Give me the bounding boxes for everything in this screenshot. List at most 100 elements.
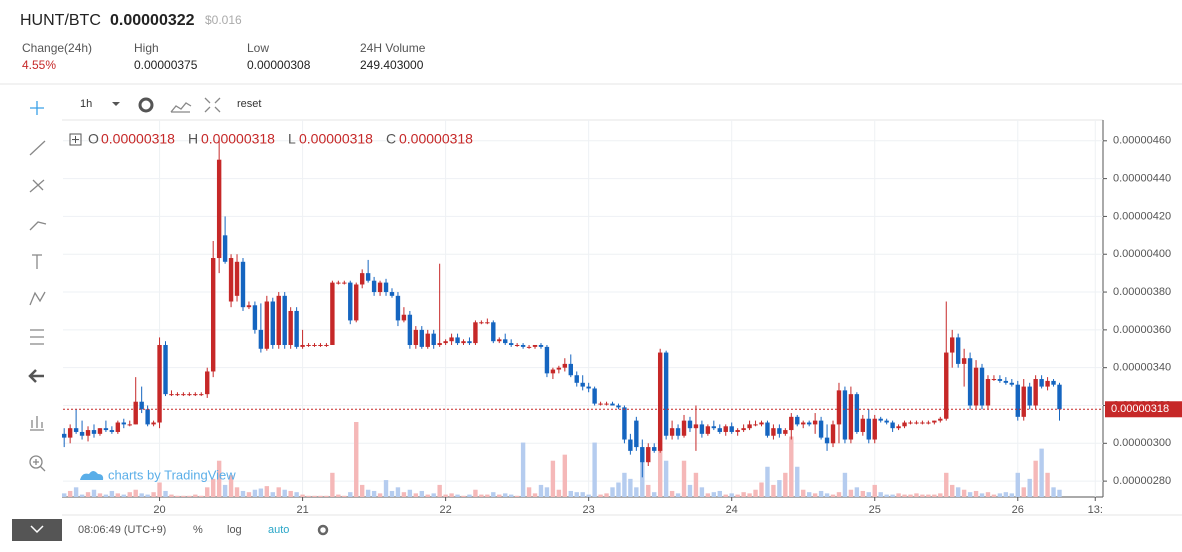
volume-bar: [342, 495, 347, 497]
candle-body: [222, 235, 228, 262]
candle-body: [985, 379, 991, 406]
reset-button[interactable]: reset: [237, 98, 261, 110]
volume-bar: [312, 495, 317, 497]
candle-body: [115, 422, 121, 432]
candle-body: [246, 305, 252, 308]
volume-bar: [812, 493, 818, 497]
candle-body: [97, 428, 103, 434]
settings-icon[interactable]: [138, 97, 154, 113]
candle-body: [234, 261, 240, 296]
candle-body: [729, 426, 734, 432]
percent-toggle[interactable]: %: [193, 524, 203, 536]
collapse-button[interactable]: [12, 519, 62, 541]
candle-body: [842, 390, 848, 440]
candle-body: [395, 295, 401, 321]
collapse-icon: [30, 525, 44, 534]
candle-body: [61, 433, 67, 438]
fullscreen-icon[interactable]: [204, 97, 221, 113]
volume-bar: [61, 493, 67, 497]
volume-bar: [973, 490, 979, 497]
volume-bar: [836, 492, 842, 497]
volume-bar: [604, 493, 609, 497]
volume-bar: [818, 490, 824, 497]
candle-body: [538, 344, 544, 347]
volume-bar: [884, 494, 889, 497]
legend-c: 0.00000318: [399, 131, 473, 147]
candle-body: [616, 405, 621, 408]
candle-body: [389, 292, 395, 296]
volume-bar: [67, 490, 73, 497]
volume-bar: [175, 495, 180, 497]
candle-body: [365, 273, 371, 281]
volume-bar: [944, 472, 949, 497]
volume-bar: [562, 454, 568, 497]
volume-bar: [568, 490, 573, 497]
candle-body: [199, 394, 204, 396]
volume-bar: [914, 493, 919, 497]
candle-body: [413, 329, 419, 345]
volume-bar: [955, 487, 961, 497]
volume-bar: [765, 466, 770, 497]
volume-bar: [866, 492, 871, 497]
candle-body: [67, 428, 73, 438]
volume: [61, 422, 1062, 497]
auto-toggle[interactable]: auto: [268, 524, 289, 536]
watermark: charts by TradingView: [108, 467, 236, 482]
volume-bar: [729, 493, 734, 497]
volume-bar: [628, 478, 633, 497]
volume-bar: [503, 493, 508, 497]
volume-bar: [991, 494, 997, 497]
candle-body: [151, 422, 156, 425]
volume-bar: [413, 493, 419, 497]
volume-bar: [723, 494, 728, 497]
candle-body: [1039, 379, 1044, 387]
candle-body: [449, 337, 454, 342]
volume-bar: [717, 490, 722, 497]
candle-body: [783, 430, 788, 434]
volume-bar: [306, 495, 311, 497]
candle-body: [210, 258, 216, 372]
candle-body: [258, 329, 264, 349]
volume-bar: [449, 493, 454, 497]
candle-body: [663, 352, 669, 436]
volume-bar: [1003, 492, 1009, 497]
candle-body: [497, 339, 502, 342]
log-toggle[interactable]: log: [227, 524, 242, 536]
candle-body: [938, 418, 943, 421]
candle-body: [604, 403, 609, 405]
candle-body: [163, 344, 168, 395]
candle-body: [866, 418, 871, 440]
candle-body: [252, 305, 258, 330]
candle-body: [818, 420, 824, 438]
candle-body: [777, 428, 782, 434]
grid: [63, 120, 1103, 497]
interval[interactable]: 1h: [80, 98, 92, 110]
volume-bar: [133, 489, 138, 497]
stat-label: High: [134, 41, 159, 55]
volume-bar: [455, 494, 460, 497]
volume-bar: [854, 487, 860, 497]
volume-bar: [508, 494, 514, 497]
indicators-icon[interactable]: [170, 102, 192, 113]
volume-bar: [848, 489, 854, 497]
candle-body: [687, 420, 693, 429]
volume-bar: [330, 472, 335, 497]
candle-body: [598, 403, 603, 405]
x-tick-label: 13:: [1088, 504, 1103, 516]
candle-body: [914, 422, 919, 424]
candle-body: [562, 363, 568, 368]
candle-body: [741, 428, 746, 431]
candle-body: [228, 258, 234, 302]
y-tick-label: 0.00000380: [1113, 286, 1171, 298]
candle-body: [747, 424, 752, 429]
candle-body: [789, 416, 794, 431]
volume-bar: [91, 489, 97, 497]
volume-bar: [419, 490, 424, 497]
volume-bar: [377, 493, 383, 497]
volume-bar: [532, 493, 538, 497]
candle-body: [1015, 384, 1020, 417]
stat-label: 24H Volume: [360, 41, 426, 55]
candle-body: [765, 422, 770, 436]
footer-settings[interactable]: [317, 524, 329, 536]
volume-bar: [205, 487, 210, 497]
